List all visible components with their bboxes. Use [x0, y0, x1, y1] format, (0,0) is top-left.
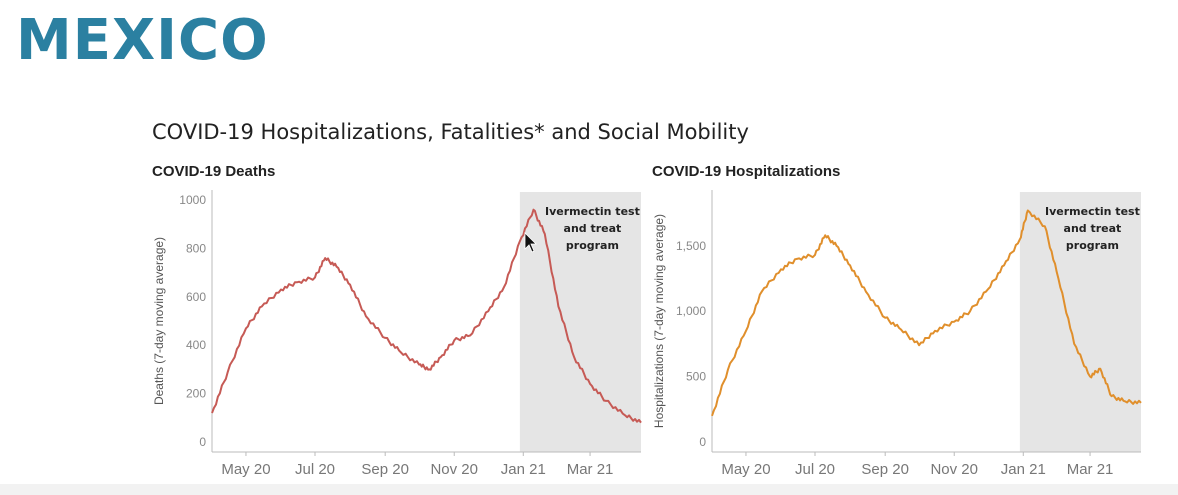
main-heading: COVID-19 Hospitalizations, Fatalities* a… [152, 120, 749, 144]
hospitalizations-chart: 0 500 1,000 1,500 May 20 Jul 20 Sep 20 Nov 20 Ja… [652, 190, 1142, 478]
hospitalizations-program-shade [1019, 192, 1141, 452]
deaths-x-tick-label: Sep 20 [361, 461, 409, 478]
deaths-chart: 0 200 400 600 800 1000 May 20 Jul 20 Sep 20 Nov 2… [152, 190, 642, 478]
deaths-x-tick-label: Mar 21 [567, 461, 614, 478]
deaths-chart-title: COVID-19 Deaths [152, 163, 276, 180]
hospitalizations-x-tick-label: May 20 [721, 461, 770, 478]
hospitalizations-x-tick-label: Sep 20 [861, 461, 909, 478]
deaths-y-tick-label: 0 [199, 435, 206, 449]
hospitalizations-x-tick-label: Mar 21 [1067, 461, 1114, 478]
hospitalizations-y-tick-label: 500 [686, 370, 706, 384]
deaths-y-tick-label: 400 [186, 338, 206, 352]
deaths-annotation-text: program [566, 239, 619, 252]
hospitalizations-y-tick-label: 1,000 [676, 304, 706, 318]
hospitalizations-annotation-text: program [1066, 239, 1119, 252]
mouse-cursor-icon [524, 232, 537, 253]
deaths-annotation-text: and treat [564, 222, 622, 235]
hospitalizations-chart-title: COVID-19 Hospitalizations [652, 163, 841, 180]
deaths-x-tick-label: Jul 20 [295, 461, 335, 478]
hospitalizations-annotation-text: Ivermectin test [1045, 205, 1140, 218]
deaths-y-axis-label: Deaths (7-day moving average) [152, 237, 166, 405]
hospitalizations-x-tick-label: Nov 20 [930, 461, 978, 478]
deaths-y-tick-label: 600 [186, 290, 206, 304]
hospitalizations-annotation-text: and treat [1064, 222, 1122, 235]
deaths-y-tick-label: 1000 [179, 193, 206, 207]
hospitalizations-x-tick-label: Jan 21 [1001, 461, 1046, 478]
hospitalizations-y-tick-label: 1,500 [676, 239, 706, 253]
hospitalizations-x-tick-label: Jul 20 [795, 461, 835, 478]
deaths-y-tick-label: 200 [186, 387, 206, 401]
bottom-strip [0, 484, 1178, 495]
deaths-x-tick-label: May 20 [221, 461, 270, 478]
deaths-annotation-text: Ivermectin test [545, 205, 640, 218]
hospitalizations-y-tick-label: 0 [699, 435, 706, 449]
deaths-x-tick-label: Jan 21 [501, 461, 546, 478]
deaths-x-tick-label: Nov 20 [430, 461, 478, 478]
deaths-y-tick-label: 800 [186, 241, 206, 255]
hospitalizations-y-axis-label: Hospitalizations (7-day moving average) [652, 214, 666, 428]
deaths-program-shade [519, 192, 641, 452]
slide-title: MEXICO [16, 8, 269, 73]
